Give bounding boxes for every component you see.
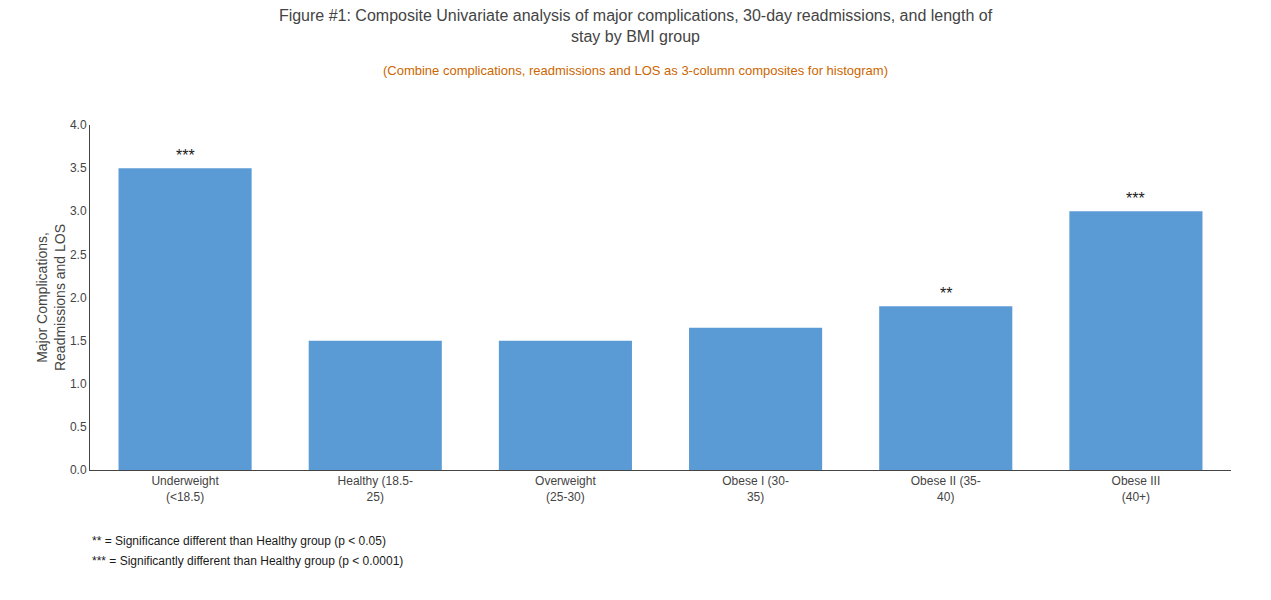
svg-text:**: ** [940, 285, 952, 302]
svg-text:4.0: 4.0 [70, 118, 87, 132]
svg-text:3.5: 3.5 [70, 161, 87, 175]
svg-text:Underweight(<18.5): Underweight(<18.5) [151, 474, 219, 504]
svg-text:1.5: 1.5 [70, 334, 87, 348]
svg-text:0.5: 0.5 [70, 420, 87, 434]
svg-text:*** = Significantly different: *** = Significantly different than Healt… [92, 554, 403, 568]
svg-text:0.0: 0.0 [70, 463, 87, 477]
svg-text:Figure #1: Composite Univariat: Figure #1: Composite Univariate analysis… [279, 7, 993, 45]
svg-text:Obese II (35-40): Obese II (35-40) [911, 474, 981, 504]
svg-text:3.0: 3.0 [70, 204, 87, 218]
svg-text:2.5: 2.5 [70, 248, 87, 262]
svg-text:***: *** [176, 147, 195, 164]
svg-text:2.0: 2.0 [70, 291, 87, 305]
svg-text:** = Significance different th: ** = Significance different than Healthy… [92, 534, 386, 548]
svg-text:1.0: 1.0 [70, 377, 87, 391]
svg-text:Healthy (18.5-25): Healthy (18.5-25) [338, 474, 413, 504]
svg-text:(Combine complications, readmi: (Combine complications, readmissions and… [383, 63, 888, 78]
svg-text:Overweight(25-30): Overweight(25-30) [535, 474, 596, 504]
svg-text:Obese III(40+): Obese III(40+) [1112, 474, 1161, 504]
svg-text:***: *** [1126, 190, 1145, 207]
svg-text:Major Complications,Readmissio: Major Complications,Readmissions and LOS [34, 224, 68, 371]
svg-text:Obese I (30-35): Obese I (30-35) [722, 474, 789, 504]
